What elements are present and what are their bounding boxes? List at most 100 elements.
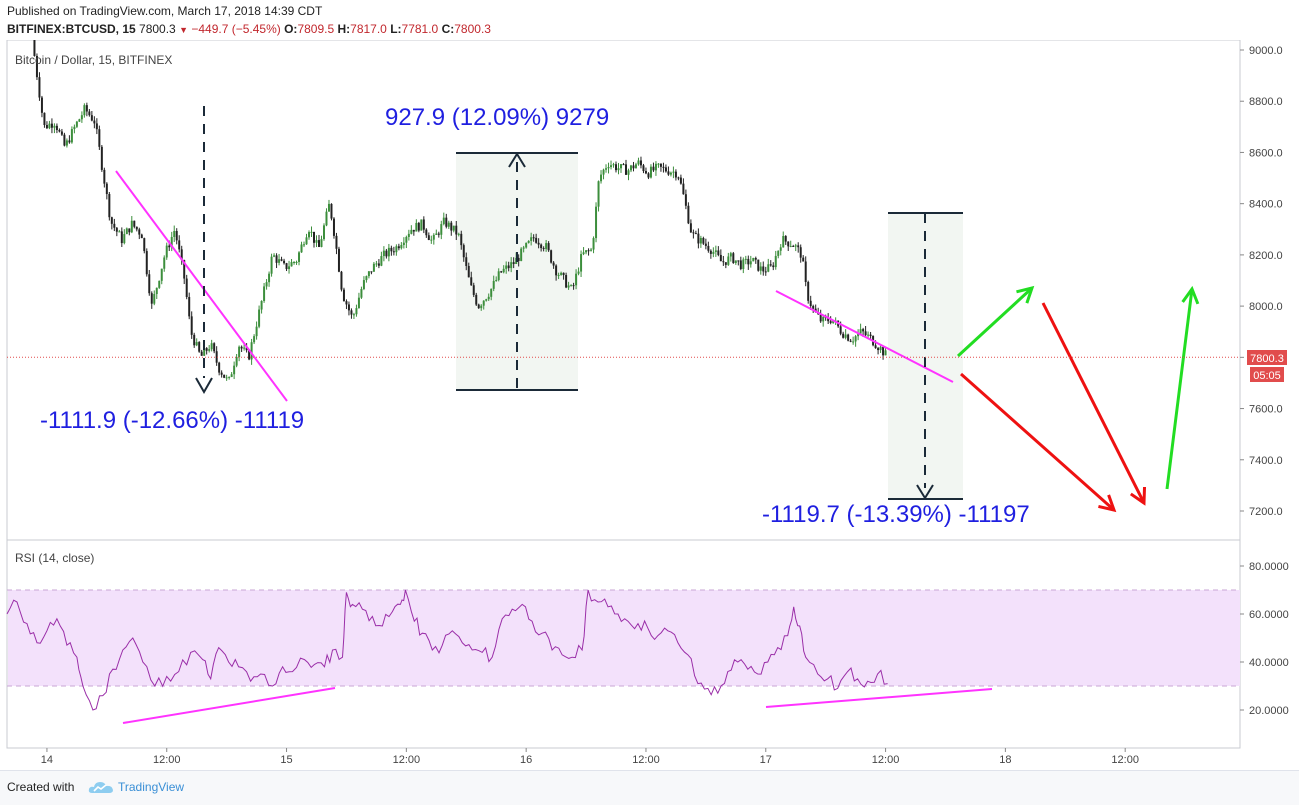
candle-body (719, 254, 722, 262)
candle-body (520, 248, 523, 261)
candle-body (752, 257, 755, 262)
candle-body (238, 346, 241, 358)
candle-body (208, 349, 211, 351)
candle-body (412, 229, 415, 232)
candle-body (160, 268, 163, 281)
candle-body (230, 374, 233, 377)
candle-body (352, 314, 355, 316)
candle-body (53, 125, 56, 128)
candle-body (869, 334, 872, 336)
candle-body (445, 217, 448, 227)
price-chart[interactable]: 7200.07400.07600.07800.08000.08200.08400… (0, 40, 1299, 770)
candle-body (105, 183, 108, 195)
candle-body (652, 166, 655, 171)
candle-body (525, 242, 528, 248)
candle-body (634, 164, 637, 169)
candle-body (170, 236, 173, 248)
candle-body (669, 172, 672, 175)
candle-body (90, 115, 93, 121)
candle-body (622, 164, 625, 166)
candle-body (450, 222, 453, 231)
candle-body (43, 112, 46, 125)
drawing-layer (115, 106, 1200, 724)
candle-body (300, 244, 303, 253)
trendline-down-left (115, 170, 288, 402)
candle-body (178, 240, 181, 250)
candle-body (385, 250, 388, 257)
candle-body (582, 252, 585, 255)
candle-body (195, 342, 198, 346)
candle-body (65, 140, 68, 146)
footer-bar: Created with TradingView (0, 770, 1299, 805)
candle-body (78, 119, 81, 122)
candle-body (490, 288, 493, 297)
candle-body (145, 251, 148, 275)
candle-body (345, 301, 348, 305)
candle-body (637, 160, 640, 165)
tradingview-brand[interactable]: TradingView (118, 780, 185, 794)
candle-body (620, 164, 623, 169)
symbol-label: BITFINEX:BTCUSD, 15 (7, 22, 136, 36)
candle-body (83, 105, 86, 116)
candle-body (747, 258, 750, 265)
candle-body (407, 233, 410, 237)
candle-body (592, 238, 595, 250)
price-axis-label: 8600.0 (1249, 147, 1283, 159)
candle-body (624, 164, 627, 175)
candle-body (80, 115, 83, 120)
candle-body (210, 343, 213, 350)
candle-body (123, 234, 126, 244)
candle-body (402, 242, 405, 245)
candle-body (617, 168, 620, 171)
candle-body (809, 300, 812, 306)
candle-body (632, 165, 635, 169)
candle-body (707, 245, 710, 251)
candle-body (250, 342, 253, 360)
candle-body (380, 256, 383, 266)
candle-body (382, 250, 385, 257)
candle-body (203, 348, 206, 356)
candle-body (757, 259, 760, 271)
candle-body (55, 125, 58, 131)
close-label: C: (441, 22, 455, 36)
candle-body (822, 316, 825, 322)
candle-body (335, 235, 338, 249)
candle-body (595, 206, 598, 239)
candle-body (629, 165, 632, 171)
candle-body (125, 228, 128, 235)
candle-body (110, 217, 113, 224)
candle-body (103, 169, 106, 184)
candle-body (375, 263, 378, 265)
projection-arrow-green-2-head (1181, 285, 1200, 305)
candle-body (727, 256, 730, 265)
candle-body (854, 336, 857, 342)
candle-body (290, 262, 293, 267)
candle-body (313, 231, 316, 243)
candle-body (362, 280, 365, 289)
candle-body (687, 205, 690, 224)
candle-body (712, 251, 715, 254)
candle-body (340, 271, 343, 290)
candle-body (842, 333, 845, 338)
candle-body (512, 262, 515, 264)
candle-body (310, 231, 313, 233)
candle-body (367, 271, 370, 277)
projection-arrow-green-1-head (1016, 285, 1035, 304)
rsi-divergence-right (765, 688, 993, 708)
candle-body (317, 240, 320, 247)
tradingview-cloud-icon[interactable] (88, 779, 114, 795)
candle-body (248, 350, 251, 360)
candle-body (722, 261, 725, 263)
candle-body (370, 271, 373, 273)
candle-body (133, 220, 136, 227)
candle-body (552, 262, 555, 266)
last-price-tag-text: 7800.3 (1250, 353, 1284, 365)
candle-body (188, 297, 191, 317)
down-arrow-icon: ▼ (179, 25, 188, 35)
candle-body (168, 245, 171, 248)
candle-body (190, 316, 193, 335)
candle-body (804, 261, 807, 282)
candle-body (392, 251, 395, 253)
candle-body (769, 264, 772, 266)
candle-body (570, 285, 573, 287)
